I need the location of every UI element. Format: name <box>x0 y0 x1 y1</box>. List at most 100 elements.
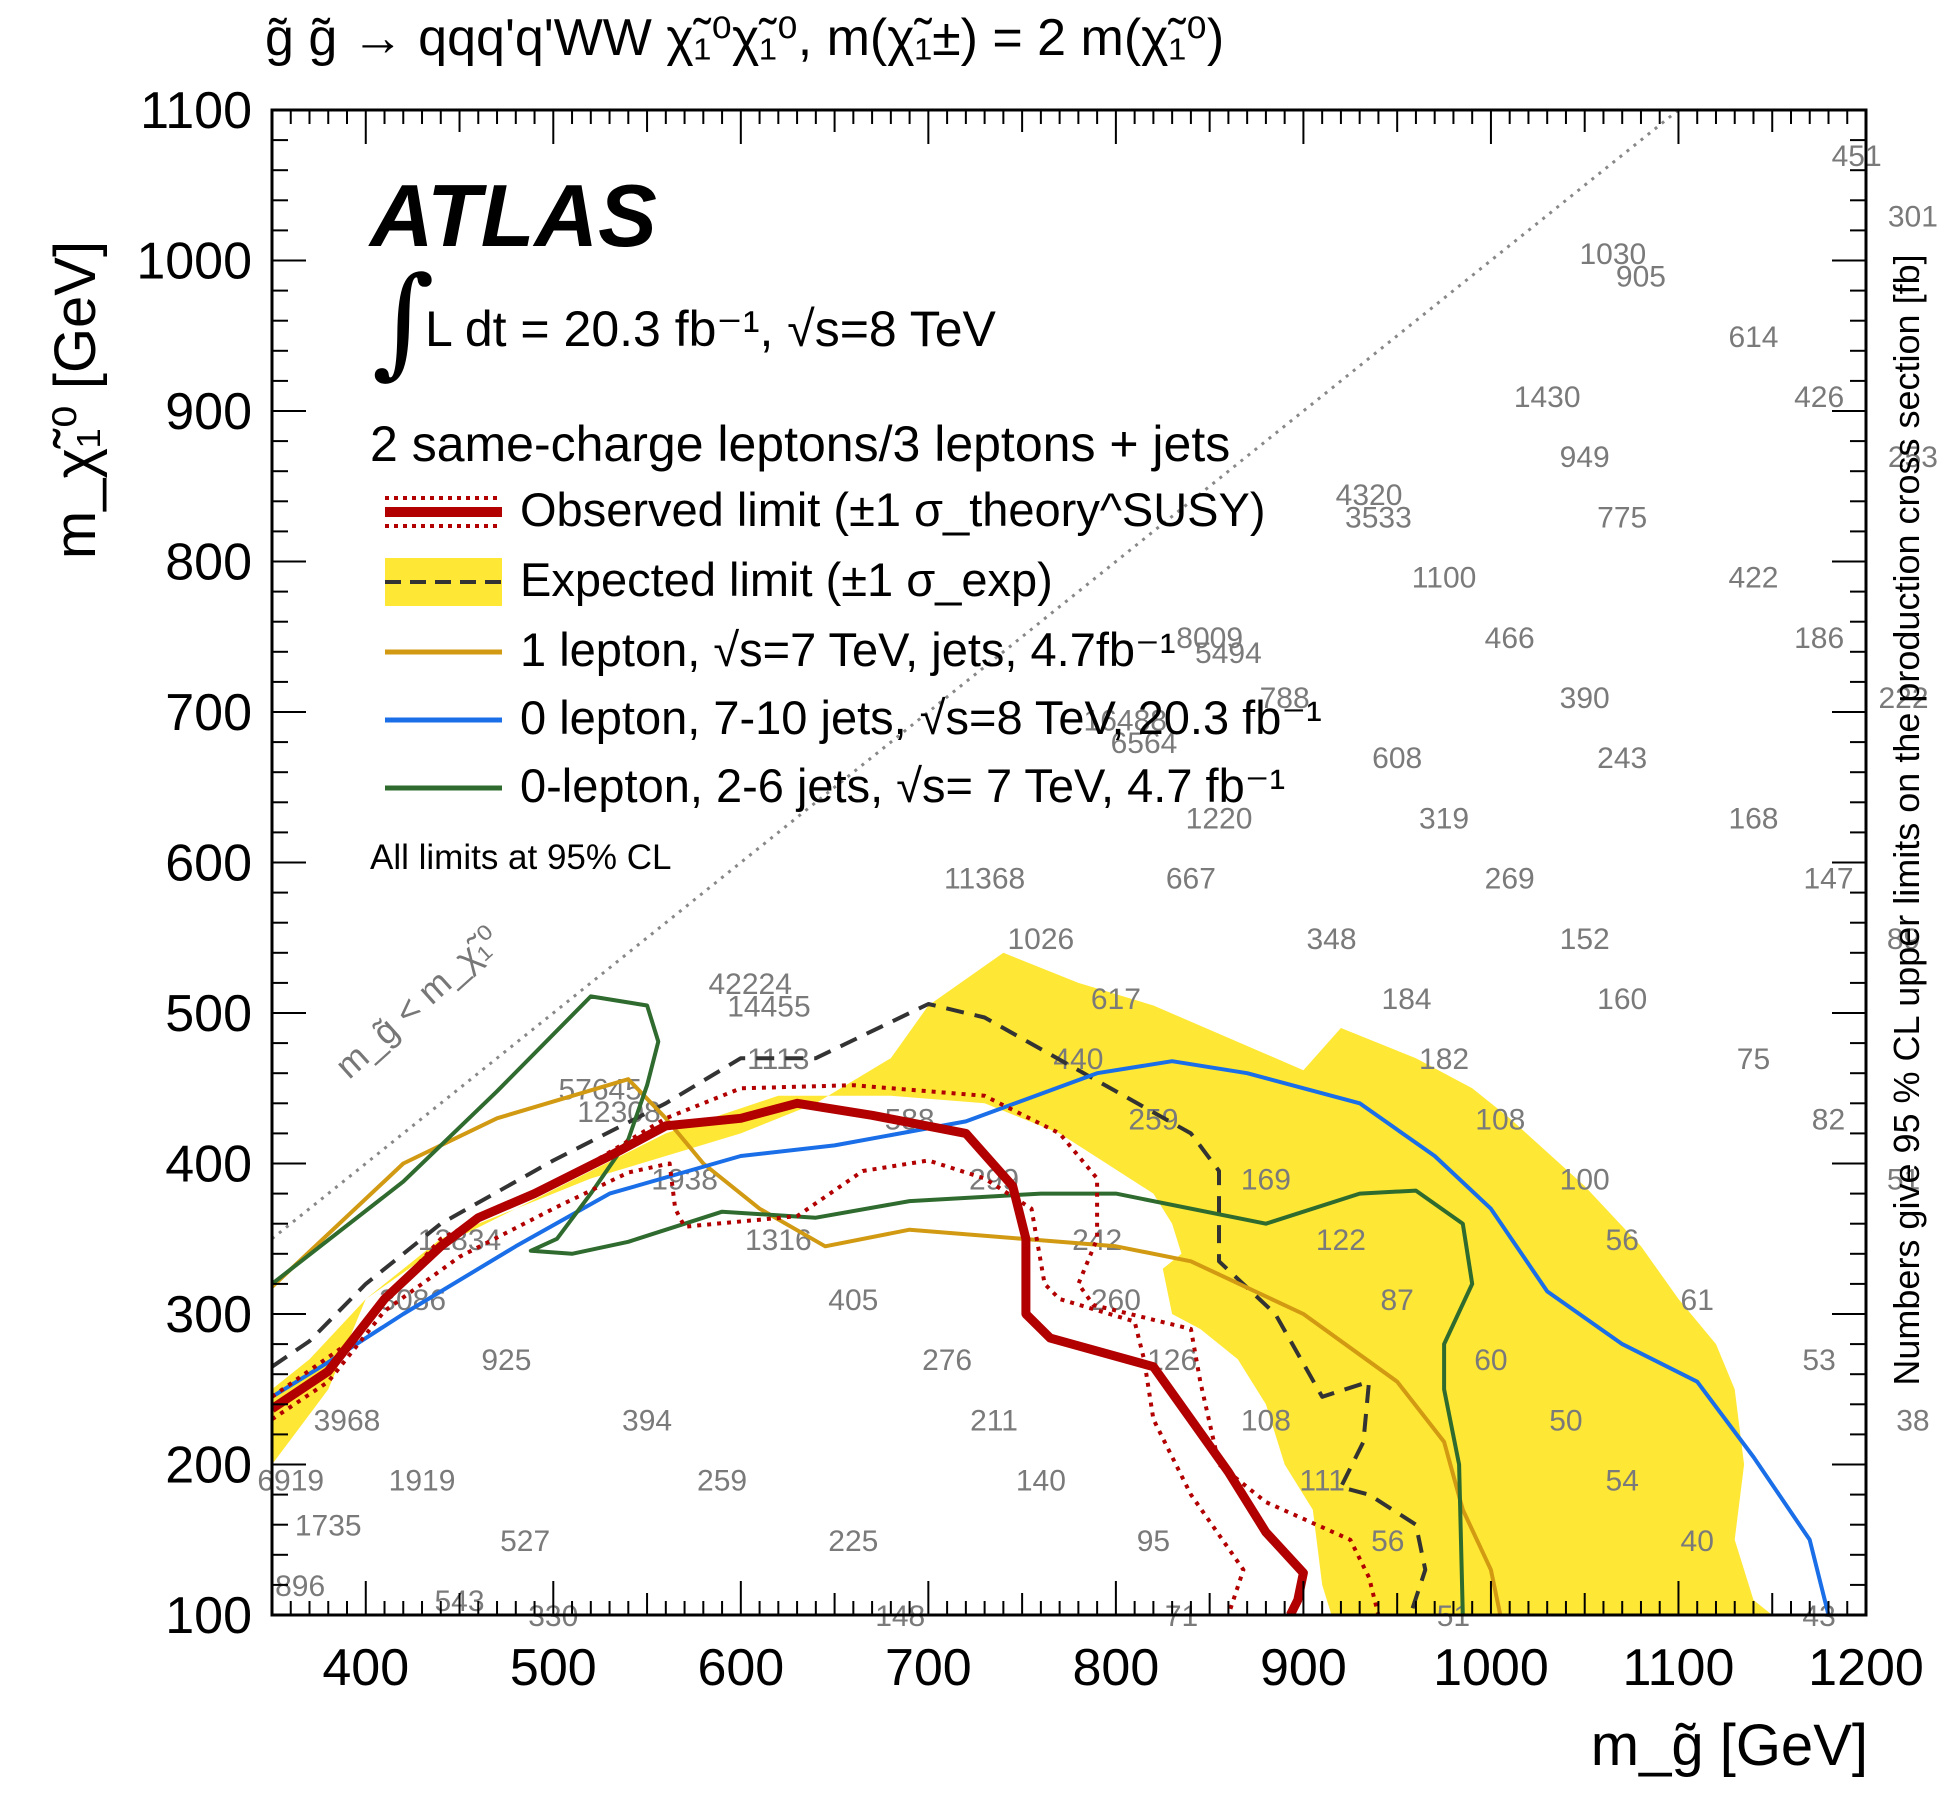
cross-section-value: 405 <box>828 1284 878 1317</box>
legend-label-observed: Observed limit (±1 σ_theory^SUSY) <box>520 483 1266 536</box>
cross-section-value: 40 <box>1681 1525 1714 1558</box>
limit-curves <box>272 994 1831 1615</box>
kinematic-diagonal <box>272 110 1680 1240</box>
cross-section-value: 56 <box>1606 1224 1639 1257</box>
cross-section-value: 12308 <box>577 1096 660 1129</box>
cross-section-value: 87 <box>1380 1284 1413 1317</box>
legend-label-expected: Expected limit (±1 σ_exp) <box>520 553 1053 606</box>
cross-section-value: 61 <box>1681 1284 1714 1317</box>
cross-section-value: 14455 <box>727 990 810 1023</box>
analysis-region-label: 2 same-charge leptons/3 leptons + jets <box>370 416 1231 472</box>
cross-section-value: 160 <box>1597 983 1647 1016</box>
cross-section-value: 6919 <box>257 1465 324 1498</box>
cross-section-value: 253 <box>1888 441 1938 474</box>
observed-limit-line <box>272 1098 1308 1615</box>
cross-section-value: 122 <box>1316 1224 1366 1257</box>
cross-section-value: 169 <box>1241 1164 1291 1197</box>
cross-section-value: 4320 <box>1336 479 1403 512</box>
cross-section-value: 184 <box>1382 983 1432 1016</box>
cross-section-value: 111 <box>1299 1465 1345 1498</box>
y-tick-label: 300 <box>165 1286 252 1344</box>
cross-section-value: 1316 <box>745 1224 812 1257</box>
cross-section-value: 50 <box>1549 1404 1582 1437</box>
cross-section-value: 6564 <box>1111 727 1178 760</box>
cross-section-value: 1735 <box>295 1510 362 1543</box>
cross-section-value: 269 <box>1485 863 1535 896</box>
cross-section-value: 56 <box>1371 1525 1404 1558</box>
cross-section-value: 276 <box>922 1344 972 1377</box>
cross-section-value: 182 <box>1419 1043 1469 1076</box>
y-tick-label: 1000 <box>136 233 252 291</box>
one-lepton-7tev-line <box>272 1077 1503 1615</box>
expected-band-layer <box>272 952 1773 1615</box>
legend-label-1lepton: 1 lepton, √s=7 TeV, jets, 4.7fb⁻¹ <box>520 623 1176 676</box>
cross-section-value: 38 <box>1896 1404 1929 1437</box>
y-axis-label: m_χ̃₁⁰ [GeV] <box>43 240 108 560</box>
legend-label-0lepton-2-6jets: 0-lepton, 2-6 jets, √s= 7 TeV, 4.7 fb⁻¹ <box>520 759 1286 812</box>
cross-section-value: 667 <box>1166 863 1216 896</box>
cross-section-value: 301 <box>1888 200 1938 233</box>
y-tick-label: 900 <box>165 383 252 441</box>
cross-section-value: 1919 <box>389 1465 456 1498</box>
cross-section-value: 348 <box>1307 923 1357 956</box>
y-tick-label: 200 <box>165 1437 252 1495</box>
cross-section-value: 140 <box>1016 1465 1066 1498</box>
cross-section-value: 225 <box>828 1525 878 1558</box>
y-tick-label: 600 <box>165 835 252 893</box>
experiment-label: ATLAS <box>370 166 657 265</box>
cross-section-value: 527 <box>500 1525 550 1558</box>
zero-lepton-2-6jets-line <box>272 994 1475 1615</box>
diagonal-line-layer <box>272 110 1680 1240</box>
cross-section-value: 1030 <box>1579 238 1646 271</box>
cross-section-value: 259 <box>697 1465 747 1498</box>
cross-section-value: 3533 <box>1345 501 1412 534</box>
cross-section-value: 260 <box>1091 1284 1141 1317</box>
cross-section-value: 949 <box>1560 441 1610 474</box>
legend-label-0lepton-7-10jets: 0 lepton, 7-10 jets, √s=8 TeV, 20.3 fb⁻¹ <box>520 691 1322 744</box>
cross-section-value: 100 <box>1560 1164 1610 1197</box>
cross-section-value: 896 <box>275 1570 325 1603</box>
cross-section-value: 11368 <box>944 863 1025 896</box>
cross-section-value: 390 <box>1560 682 1610 715</box>
axes-frame: 400 500 600 700 800 900 1000 1100 1200 100 200 300 4… <box>136 82 1924 1697</box>
cross-section-value: 152 <box>1560 923 1610 956</box>
cross-section-value: 775 <box>1597 501 1647 534</box>
cross-section-value: 319 <box>1419 802 1469 835</box>
y-tick-label: 700 <box>165 684 252 742</box>
x-axis-label: m_g̃ [GeV] <box>1590 1713 1868 1778</box>
luminosity-label: L dt = 20.3 fb⁻¹, √s=8 TeV <box>425 301 996 357</box>
x-tick-label: 400 <box>322 1639 409 1697</box>
cross-section-value: 147 <box>1803 863 1853 896</box>
x-tick-label: 1200 <box>1808 1639 1924 1697</box>
y-tick-label: 500 <box>165 985 252 1043</box>
observed-minus-sigma-line <box>272 1158 1246 1615</box>
expected-band <box>272 952 1773 1615</box>
cross-section-value: 186 <box>1794 622 1844 655</box>
cross-section-value: 1220 <box>1186 802 1253 835</box>
cross-section-value: 51 <box>1887 1164 1920 1197</box>
cross-section-value: 422 <box>1728 562 1778 595</box>
cross-section-value: 242 <box>1072 1224 1122 1257</box>
cross-section-value: 466 <box>1485 622 1535 655</box>
x-tick-label: 800 <box>1072 1639 1159 1697</box>
cross-section-value: 3968 <box>314 1404 381 1437</box>
legend-symbols <box>385 496 502 791</box>
expected-limit-line <box>272 1002 1428 1615</box>
cross-section-value: 1100 <box>1412 562 1477 595</box>
y-tick-label: 100 <box>165 1587 252 1645</box>
cross-section-value: 617 <box>1091 983 1141 1016</box>
cross-section-value: 614 <box>1728 321 1778 354</box>
cross-section-value: 60 <box>1474 1344 1507 1377</box>
cross-section-value: 211 <box>970 1404 1018 1437</box>
plot-title: g̃ g̃ → qqq'q'WW χ̃₁⁰χ̃₁⁰, m(χ̃₁±) = 2 m… <box>265 9 1225 67</box>
cross-section-value: 451 <box>1832 140 1882 173</box>
cross-section-value: 5494 <box>1195 637 1262 670</box>
cross-section-value: 222 <box>1878 682 1928 715</box>
cross-section-value: 1430 <box>1514 381 1581 414</box>
cross-section-value: 925 <box>481 1344 531 1377</box>
cross-section-value: 394 <box>622 1404 672 1437</box>
x-tick-label: 900 <box>1260 1639 1347 1697</box>
x-tick-label: 1000 <box>1433 1639 1549 1697</box>
cross-section-value: 905 <box>1616 261 1666 294</box>
